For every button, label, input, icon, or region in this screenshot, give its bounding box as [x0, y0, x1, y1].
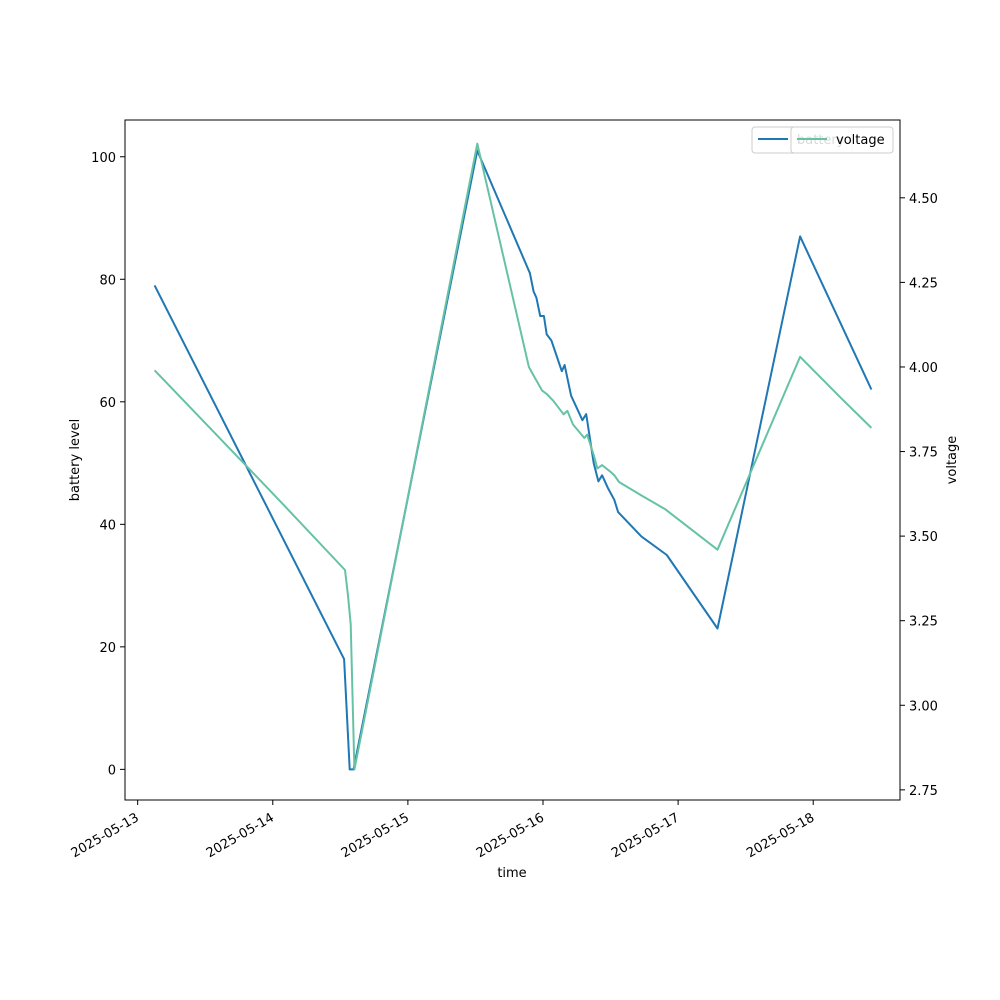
- series-layer: [153, 142, 873, 771]
- y-tick-label: 100: [91, 151, 116, 166]
- plot-area: [124, 119, 901, 801]
- legend-voltage-label: voltage: [836, 133, 885, 148]
- y2-axis-label: voltage: [945, 436, 960, 485]
- y2-tick-label: 3.25: [909, 615, 938, 630]
- x-tick-label: 2025-05-13: [69, 810, 142, 861]
- y2-tick-label: 3.00: [909, 699, 938, 714]
- y-tick-label: 60: [99, 396, 116, 411]
- y-tick-label: 40: [99, 518, 116, 533]
- legend-voltage: voltage: [790, 126, 894, 154]
- x-tick-label: 2025-05-17: [609, 810, 682, 861]
- y2-tick-label: 4.50: [909, 192, 938, 207]
- x-tick-label: 2025-05-18: [744, 810, 817, 861]
- x-tick-label: 2025-05-16: [474, 810, 547, 861]
- y2-tick-label: 4.25: [909, 276, 938, 291]
- x-tick-label: 2025-05-14: [204, 810, 277, 861]
- plot-frame: [124, 119, 901, 801]
- y-axis-right: 2.75 3.00 3.25 3.50 3.75 4.00 4.25 4.50: [900, 192, 938, 799]
- legend-voltage-frame: [790, 126, 894, 154]
- series-line-voltage: [153, 142, 873, 771]
- y-axis-label: battery level: [68, 419, 83, 502]
- y2-tick-label: 4.00: [909, 361, 938, 376]
- y-tick-label: 80: [99, 273, 116, 288]
- y-tick-label: 20: [99, 641, 116, 656]
- x-axis: 2025-05-13 2025-05-14 2025-05-15 2025-05-16…: [69, 800, 817, 861]
- y-axis-left: 0 20 40 60 80 100: [91, 151, 125, 778]
- x-axis-label: time: [497, 866, 526, 881]
- x-tick-label: 2025-05-15: [339, 810, 412, 861]
- y-tick-label: 0: [108, 763, 116, 778]
- y2-tick-label: 3.50: [909, 530, 938, 545]
- series-line-battery: [153, 149, 873, 771]
- y2-tick-label: 3.75: [909, 446, 938, 461]
- y2-tick-label: 2.75: [909, 784, 938, 799]
